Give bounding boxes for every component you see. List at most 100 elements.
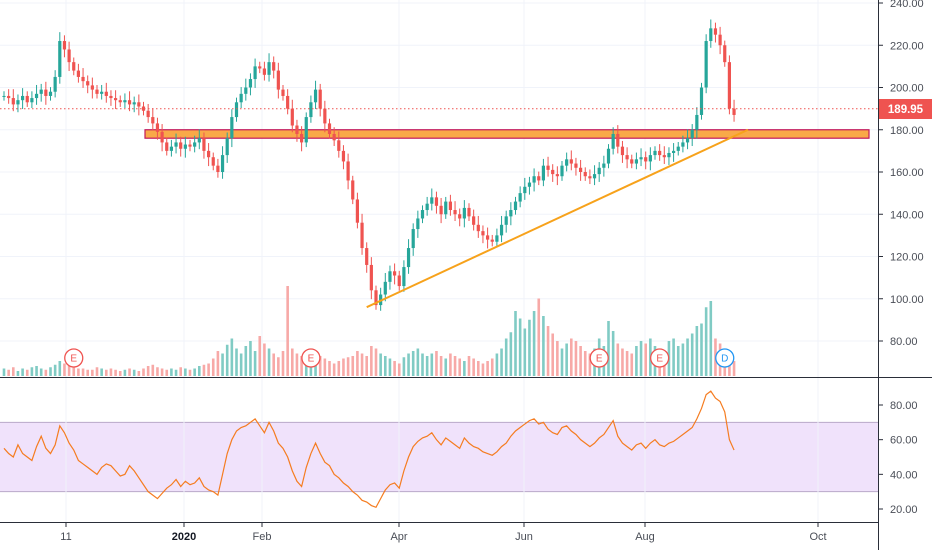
- volume-bar: [379, 353, 382, 376]
- volume-bar: [607, 321, 610, 376]
- candle: [16, 94, 20, 113]
- candle-body: [100, 91, 104, 94]
- candle-body: [188, 144, 192, 147]
- volume-bar: [676, 346, 680, 376]
- candle: [146, 103, 150, 123]
- candle: [416, 210, 420, 238]
- candle: [81, 68, 85, 88]
- candle: [62, 35, 67, 58]
- volume-bar: [72, 367, 76, 376]
- candle: [551, 164, 555, 182]
- volume-bar: [449, 353, 452, 376]
- candle: [639, 148, 643, 167]
- candle: [453, 201, 457, 222]
- candle: [369, 257, 373, 300]
- candle-body: [695, 114, 699, 130]
- candle-body: [118, 100, 122, 103]
- volume-bar: [625, 351, 629, 376]
- candle-body: [230, 117, 234, 139]
- volume-bar: [630, 353, 634, 376]
- volume-bar: [644, 343, 647, 376]
- candle: [439, 197, 443, 224]
- candle-body: [183, 144, 187, 149]
- price-tick-label: 140.00: [890, 209, 924, 221]
- time-tick-label: Feb: [253, 531, 272, 543]
- candle: [313, 80, 318, 110]
- candle-body: [7, 95, 11, 99]
- candle: [634, 152, 638, 170]
- candle: [565, 152, 569, 172]
- candle: [658, 144, 662, 161]
- candle-body: [365, 248, 369, 265]
- candle: [383, 272, 387, 302]
- candle: [718, 26, 722, 55]
- candle-body: [239, 93, 243, 103]
- volume-bar: [277, 357, 280, 376]
- volume-bar: [16, 371, 20, 376]
- volume-bar: [165, 369, 169, 376]
- volume-bar: [142, 368, 145, 376]
- candle: [7, 89, 11, 104]
- volume-bar: [365, 356, 368, 376]
- volume-bar: [221, 353, 224, 376]
- candle: [248, 73, 253, 96]
- candle-body: [504, 216, 508, 225]
- volume-bar: [146, 366, 150, 376]
- earnings-marker[interactable]: E: [650, 348, 670, 368]
- candle: [616, 125, 620, 154]
- volume-bar: [435, 351, 438, 376]
- volume-bar: [425, 356, 429, 376]
- candle-body: [248, 79, 253, 88]
- candle-body: [86, 81, 90, 86]
- support-zone[interactable]: [144, 129, 870, 139]
- candle: [588, 169, 592, 185]
- volume-bar: [574, 341, 578, 376]
- candle-body: [193, 142, 197, 147]
- candle: [672, 143, 676, 162]
- earnings-marker[interactable]: E: [301, 348, 321, 368]
- volume-bar: [402, 357, 406, 376]
- candle: [25, 91, 29, 107]
- candle-body: [123, 100, 127, 103]
- candle: [690, 124, 694, 147]
- volume-bar: [704, 307, 708, 376]
- candle: [323, 100, 327, 133]
- ascending-trendline[interactable]: [366, 128, 749, 309]
- volume-bar: [421, 353, 424, 376]
- candle: [332, 127, 336, 147]
- candle-body: [76, 70, 80, 77]
- volume-bar: [39, 368, 43, 376]
- price-tick-label: 200.00: [890, 83, 924, 95]
- volume-bar: [528, 319, 531, 376]
- candle-body: [290, 108, 294, 126]
- dividend-marker[interactable]: D: [715, 348, 735, 368]
- candle-body: [425, 203, 429, 211]
- volume-bar: [207, 363, 210, 376]
- volume-bar: [170, 368, 173, 376]
- candle-body: [197, 138, 201, 143]
- earnings-marker[interactable]: E: [64, 348, 84, 368]
- volume-bar: [416, 348, 420, 376]
- candle: [327, 118, 332, 139]
- earnings-marker[interactable]: E: [589, 348, 609, 368]
- event-marker-circle: [715, 348, 735, 368]
- candle-body: [21, 95, 25, 101]
- volume-bar: [337, 361, 341, 376]
- candle: [667, 147, 671, 166]
- candle: [699, 82, 704, 120]
- candle-body: [262, 68, 266, 75]
- volume-bar: [44, 369, 48, 376]
- candle-body: [620, 146, 625, 156]
- volume-bar: [486, 361, 489, 376]
- volume-bar: [472, 358, 475, 376]
- candle-body: [313, 89, 318, 103]
- candle-body: [81, 76, 85, 82]
- volume-bar: [58, 361, 62, 376]
- candle-body: [551, 169, 555, 175]
- candle-body: [685, 138, 690, 143]
- price-tick-label: 160.00: [890, 167, 924, 179]
- candle-body: [476, 224, 480, 232]
- event-marker-circle: [589, 348, 609, 368]
- candle-body: [606, 148, 611, 164]
